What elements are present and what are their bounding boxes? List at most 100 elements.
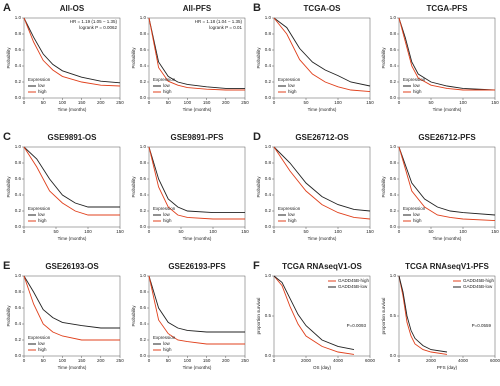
survival-curve xyxy=(148,17,245,91)
y-tick-label: 0.2 xyxy=(140,79,147,84)
x-tick-label: 0 xyxy=(23,100,26,105)
x-tick-label: 50 xyxy=(428,100,434,105)
y-tick-label: 0.8 xyxy=(15,289,22,294)
x-tick-label: 0 xyxy=(273,358,276,363)
x-tick-label: 6000 xyxy=(365,358,376,363)
legend-label: low xyxy=(38,212,46,217)
x-tick-label: 2000 xyxy=(426,358,437,363)
x-tick-label: 100 xyxy=(59,358,67,363)
chart-title: TCGA RNAseqV1-OS xyxy=(282,262,362,271)
y-axis-label: Probability xyxy=(6,176,11,198)
y-tick-label: 0.4 xyxy=(390,63,397,68)
x-tick-label: 150 xyxy=(78,100,86,105)
survival-curve xyxy=(398,17,495,91)
survival-curve xyxy=(23,146,120,216)
legend-title: Expression xyxy=(28,77,51,82)
x-axis-label: OS (day) xyxy=(313,365,332,370)
y-tick-label: 0.2 xyxy=(140,337,147,342)
y-tick-label: 0.4 xyxy=(140,192,147,197)
x-tick-label: 50 xyxy=(53,229,59,234)
y-tick-label: 0.0 xyxy=(140,353,147,358)
y-tick-label: 0.6 xyxy=(265,176,272,181)
survival-curve xyxy=(398,275,448,355)
survival-curve xyxy=(273,17,371,87)
x-tick-label: 0 xyxy=(148,229,151,234)
panel-label: B xyxy=(253,2,261,14)
y-tick-label: 0.2 xyxy=(390,79,397,84)
y-tick-label: 0.5 xyxy=(390,313,397,318)
plot-frame xyxy=(398,17,496,99)
y-axis-label: Probability xyxy=(131,176,136,198)
y-tick-label: 0.8 xyxy=(390,31,397,36)
x-tick-label: 100 xyxy=(184,100,192,105)
y-tick-label: 0.4 xyxy=(15,63,22,68)
x-tick-label: 200 xyxy=(222,358,230,363)
survival-curve xyxy=(398,146,496,222)
legend-title: Expression xyxy=(278,206,301,211)
y-tick-label: 0.8 xyxy=(15,31,22,36)
annotation: P=0.0559 xyxy=(472,323,492,328)
chart-title: GSE26193-PFS xyxy=(168,262,226,271)
y-tick-label: 0.2 xyxy=(15,208,22,213)
x-tick-label: 0 xyxy=(148,100,151,105)
x-tick-label: 250 xyxy=(241,100,249,105)
legend-label: high xyxy=(413,218,422,223)
x-tick-label: 0 xyxy=(23,358,26,363)
legend-label: low xyxy=(163,212,171,217)
y-axis-label: Probability xyxy=(131,305,136,327)
y-axis-label: Probability xyxy=(6,47,11,69)
y-tick-label: 0.0 xyxy=(140,95,147,100)
y-tick-label: 1.0 xyxy=(390,273,397,278)
x-tick-label: 250 xyxy=(116,100,124,105)
x-tick-label: 2000 xyxy=(301,358,312,363)
x-tick-label: 0 xyxy=(398,358,401,363)
survival-curve xyxy=(148,17,245,89)
chart-title: GSE26712-PFS xyxy=(418,133,476,142)
annotation: P=0.0093 xyxy=(347,323,367,328)
x-tick-label: 0 xyxy=(273,229,276,234)
y-tick-label: 1.0 xyxy=(265,144,272,149)
y-axis-label: Probability xyxy=(6,305,11,327)
chart-title: TCGA-OS xyxy=(304,4,342,13)
y-axis-label: Probability xyxy=(256,47,261,69)
x-tick-label: 150 xyxy=(366,229,374,234)
y-tick-label: 0.2 xyxy=(265,208,272,213)
y-tick-label: 1.0 xyxy=(390,15,397,20)
x-tick-label: 250 xyxy=(116,358,124,363)
x-tick-label: 0 xyxy=(273,100,276,105)
legend-title: Expression xyxy=(153,77,176,82)
y-tick-label: 1.0 xyxy=(140,144,147,149)
legend-label: GADD45B-high xyxy=(463,278,495,283)
survival-curve xyxy=(273,17,371,93)
y-tick-label: 1.0 xyxy=(15,144,22,149)
legend-label: low xyxy=(163,341,171,346)
x-tick-label: 150 xyxy=(203,100,211,105)
legend-label: low xyxy=(288,83,296,88)
legend-label: low xyxy=(413,83,421,88)
y-tick-label: 0.6 xyxy=(15,305,22,310)
x-tick-label: 50 xyxy=(41,358,47,363)
x-axis-label: Time (months) xyxy=(433,107,462,112)
legend-label: high xyxy=(38,89,47,94)
y-tick-label: 1.0 xyxy=(140,273,147,278)
y-axis-label: Probability xyxy=(256,176,261,198)
x-tick-label: 50 xyxy=(428,229,434,234)
y-tick-label: 0.0 xyxy=(390,353,397,358)
annotation: logrank P = 0.01 xyxy=(209,25,242,30)
y-tick-label: 0.8 xyxy=(265,31,272,36)
legend-title: Expression xyxy=(28,206,51,211)
x-tick-label: 50 xyxy=(303,100,309,105)
x-axis-label: PFS (day) xyxy=(437,365,458,370)
chart-title: All-OS xyxy=(60,4,85,13)
legend-label: GADD45B-high xyxy=(338,278,370,283)
y-tick-label: 0.8 xyxy=(265,160,272,165)
x-tick-label: 200 xyxy=(97,100,105,105)
y-tick-label: 1.0 xyxy=(15,273,22,278)
x-tick-label: 50 xyxy=(166,100,172,105)
x-axis-label: Time (months) xyxy=(58,236,87,241)
x-tick-label: 0 xyxy=(398,229,401,234)
survival-curve xyxy=(273,275,355,355)
survival-curve xyxy=(148,275,245,333)
panel-label: C xyxy=(3,131,11,143)
